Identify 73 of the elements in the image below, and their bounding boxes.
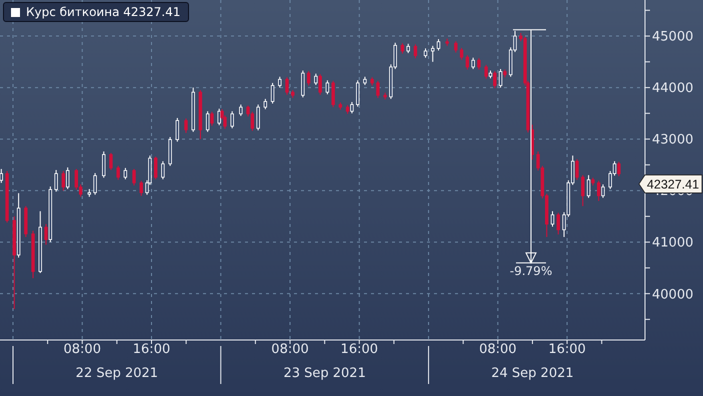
x-tick-label: 16:00 — [132, 342, 170, 358]
y-tick-label: 45000 — [652, 30, 694, 45]
candlestick — [93, 172, 97, 196]
x-tick-label: 08:00 — [479, 342, 517, 358]
x2-tick-label: 24 Sep 2021 — [491, 366, 574, 381]
x-tick-label: 08:00 — [64, 342, 101, 358]
candlestick — [264, 98, 268, 110]
candlestick — [331, 80, 335, 108]
candlestick — [217, 108, 221, 126]
candlestick — [436, 38, 440, 51]
candlestick — [414, 44, 418, 59]
candlestick — [206, 110, 210, 132]
candlestick — [376, 80, 380, 98]
candlestick — [586, 174, 590, 198]
candlestick — [230, 110, 234, 129]
candlestick — [314, 73, 318, 86]
candlestick — [596, 180, 600, 202]
candlestick — [210, 111, 214, 126]
candlestick — [484, 64, 488, 80]
candlestick — [176, 117, 180, 142]
candlestick — [270, 82, 274, 104]
candlestick — [406, 43, 410, 54]
candlestick — [400, 42, 404, 54]
x2-tick-label: 22 Sep 2021 — [76, 366, 158, 381]
candlestick — [460, 47, 464, 60]
candlestick — [350, 102, 354, 114]
candlestick — [184, 118, 188, 134]
candlestick — [326, 80, 330, 95]
candlestick — [256, 104, 260, 131]
candlestick — [54, 170, 58, 192]
candlestick — [161, 160, 165, 180]
x-tick-label: 08:00 — [271, 342, 309, 358]
candlestick — [154, 156, 158, 180]
candlestick — [493, 70, 496, 89]
candlestick — [477, 58, 481, 70]
x-tick-label: 16:00 — [340, 342, 378, 358]
candlestick — [466, 54, 470, 70]
candlestick — [581, 174, 585, 207]
candlestick — [239, 104, 243, 116]
candlestick — [278, 76, 282, 88]
candlestick — [102, 150, 106, 178]
candlestick — [301, 70, 305, 98]
candlestick — [250, 111, 254, 132]
annotation: -9.79% — [510, 264, 552, 278]
candlestick — [356, 80, 360, 108]
candlestick — [74, 168, 78, 190]
candlestick — [424, 48, 428, 58]
candlestick — [109, 152, 113, 170]
text: 42327.41 — [646, 177, 700, 192]
candlestick — [431, 45, 434, 62]
y-tick-label: 40000 — [652, 287, 694, 302]
candlestick — [66, 166, 70, 190]
candlestick — [306, 70, 310, 86]
candlestick — [140, 180, 143, 196]
legend-label: Курс биткоина 42327.41 — [26, 5, 180, 19]
candlestick — [556, 212, 560, 235]
candlestick — [471, 57, 475, 70]
candlestick — [0, 168, 3, 184]
candlestick — [601, 184, 605, 198]
y-tick-label: 43000 — [652, 132, 694, 148]
candlestick — [550, 210, 554, 228]
candlestick — [116, 165, 120, 180]
x-tick-label: 16:00 — [548, 342, 586, 358]
candlestick — [454, 40, 458, 54]
y-tick-label: 44000 — [652, 81, 694, 96]
candlestick — [617, 161, 621, 177]
candlestick — [498, 68, 502, 88]
candlestick — [132, 168, 136, 186]
candlestick — [62, 170, 66, 192]
candlestick — [318, 74, 322, 96]
x2-tick-label: 23 Sep 2021 — [283, 366, 366, 381]
y-tick-label: 41000 — [652, 236, 694, 251]
candlestick — [124, 167, 128, 180]
